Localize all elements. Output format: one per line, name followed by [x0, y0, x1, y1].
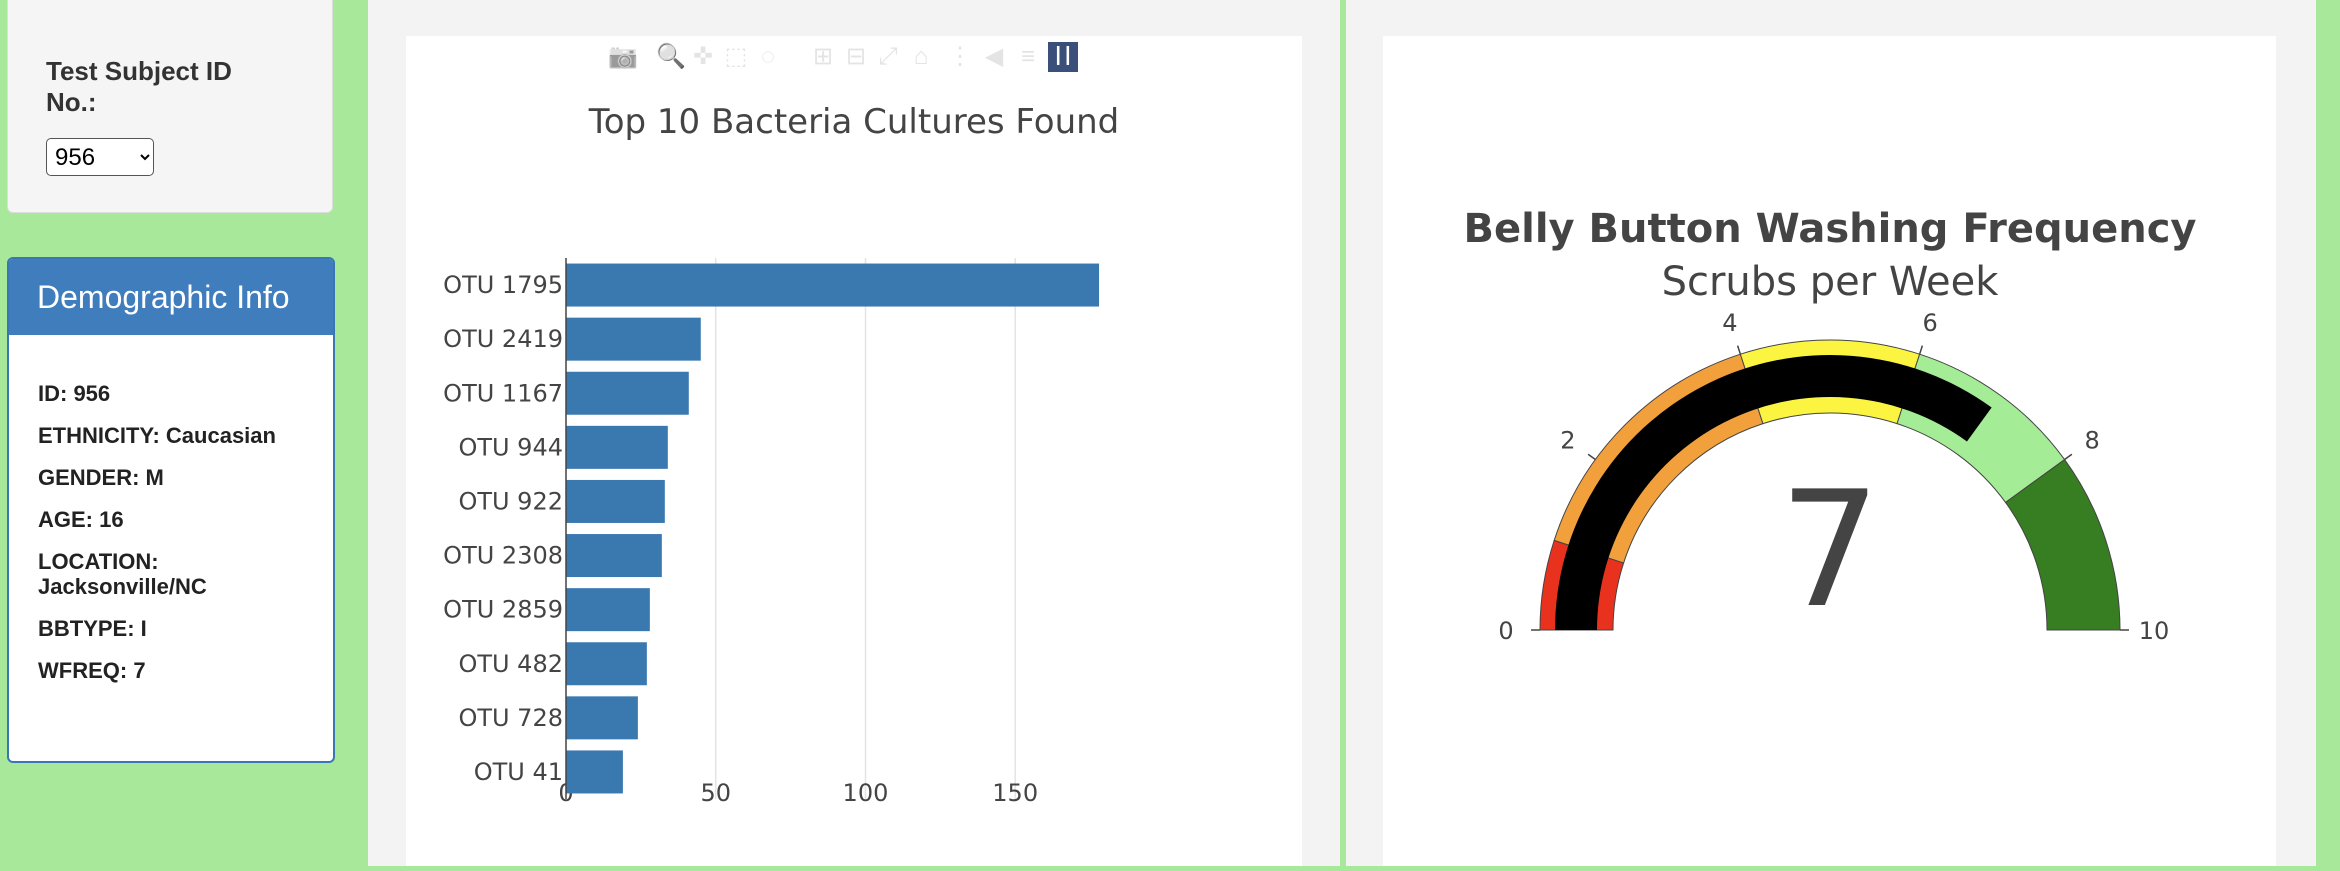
- demographic-line: AGE: 16: [38, 507, 124, 532]
- y-tick-label: OTU 922: [458, 487, 563, 515]
- demographic-line: ID: 956: [38, 381, 111, 406]
- gauge-tick-label: 0: [1498, 617, 1513, 645]
- gauge-tick: [1918, 345, 1924, 355]
- demographic-line: BBTYPE: I: [38, 616, 147, 641]
- gauge-card: Belly Button Washing Frequency Scrubs per…: [1383, 36, 2276, 866]
- plotly-logo-icon[interactable]: ┃┃: [1048, 42, 1078, 72]
- pan-icon[interactable]: ✜: [692, 43, 714, 70]
- bar: [566, 642, 647, 686]
- x-tick-label: 150: [992, 779, 1038, 807]
- demographic-line: LOCATION: Jacksonville/NC: [38, 549, 207, 599]
- camera-icon[interactable]: 📷: [608, 43, 638, 70]
- lasso-select-icon[interactable]: ◌: [760, 43, 776, 70]
- gauge-subtitle: Scrubs per Week: [1662, 259, 2000, 305]
- y-tick-label: OTU 2859: [443, 596, 563, 624]
- gauge-value: 7: [1779, 456, 1881, 643]
- bar-chart: Top 10 Bacteria Cultures Found050100150O…: [443, 102, 1120, 807]
- reset-axes-icon[interactable]: ⌂: [913, 43, 929, 70]
- bar: [566, 371, 689, 415]
- y-tick-label: OTU 1167: [443, 379, 563, 407]
- gauge-title: Belly Button Washing Frequency: [1464, 206, 2197, 252]
- bar: [566, 588, 650, 632]
- hover-closest-icon[interactable]: ◀: [984, 43, 1004, 70]
- gauge-chart: Belly Button Washing Frequency Scrubs per…: [1464, 206, 2197, 645]
- zoom-out-icon[interactable]: ⊟: [845, 43, 867, 70]
- demographic-title: Demographic Info: [9, 259, 333, 335]
- box-select-icon[interactable]: ⬚: [724, 43, 748, 70]
- bar: [566, 696, 638, 740]
- gauge-value-bar: [1555, 355, 1992, 630]
- y-tick-label: OTU 41: [474, 758, 563, 786]
- y-tick-label: OTU 482: [458, 650, 563, 678]
- bar: [566, 479, 665, 523]
- bar-chart-card: 📷 🔍 ✜ ⬚ ◌ ⊞ ⊟ ⤢ ⌂ ⋮ ◀ ≡ ┃┃ Top 10 Bacteria Cultures …: [406, 36, 1302, 866]
- spike-lines-icon[interactable]: ⋮: [948, 43, 972, 70]
- demographic-body: ID: 956 ETHNICITY: Caucasian GENDER: M AGE:…: [9, 335, 333, 683]
- autoscale-icon[interactable]: ⤢: [878, 43, 898, 70]
- bar: [566, 750, 623, 794]
- modebar: 📷 🔍 ✜ ⬚ ◌ ⊞ ⊟ ⤢ ⌂ ⋮ ◀ ≡ ┃┃: [606, 40, 1296, 76]
- gauge-tick-label: 6: [1922, 309, 1937, 337]
- y-tick-label: OTU 1795: [443, 271, 563, 299]
- gauge-tick-label: 4: [1722, 309, 1737, 337]
- gauge-tick-label: 2: [1560, 427, 1575, 455]
- x-tick-label: 100: [843, 779, 889, 807]
- gauge-tick: [1587, 453, 1596, 461]
- demographic-panel: Demographic Info ID: 956 ETHNICITY: Cauca…: [7, 257, 335, 763]
- bar: [566, 425, 668, 469]
- bar: [566, 534, 662, 578]
- hover-compare-icon[interactable]: ≡: [1020, 43, 1035, 70]
- selector-label: Test Subject ID No.:: [46, 56, 232, 117]
- y-tick-label: OTU 2308: [443, 542, 563, 570]
- y-tick-label: OTU 2419: [443, 325, 563, 353]
- subject-selector-well: Test Subject ID No.: 956: [7, 0, 333, 213]
- gauge-tick: [2064, 453, 2073, 461]
- gauge-step: [2004, 458, 2121, 631]
- zoom-in-icon[interactable]: ⊞: [812, 43, 834, 70]
- demographic-line: WFREQ: 7: [38, 658, 146, 683]
- gauge-tick: [1736, 345, 1742, 355]
- x-tick-label: 50: [700, 779, 731, 807]
- y-tick-label: OTU 728: [458, 704, 563, 732]
- chart-title: Top 10 Bacteria Cultures Found: [588, 102, 1120, 142]
- y-tick-label: OTU 944: [458, 433, 563, 461]
- gauge-tick-label: 8: [2084, 427, 2099, 455]
- subject-id-select[interactable]: 956: [46, 138, 154, 176]
- bar: [566, 317, 701, 361]
- gauge-tick-label: 10: [2139, 617, 2170, 645]
- bar: [566, 263, 1100, 307]
- demographic-line: ETHNICITY: Caucasian: [38, 423, 276, 448]
- zoom-icon[interactable]: 🔍: [656, 43, 686, 70]
- demographic-line: GENDER: M: [38, 465, 164, 490]
